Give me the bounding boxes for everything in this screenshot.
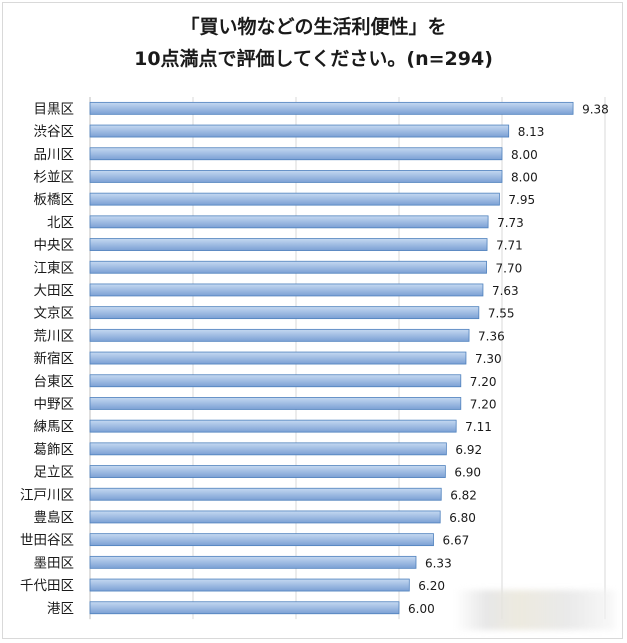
category-label: 世田谷区 [20,533,74,549]
bar [89,101,574,115]
value-label: 6.67 [443,534,470,548]
category-label: 板橋区 [34,192,75,208]
category-label: 江戸川区 [20,487,74,503]
value-label: 6.82 [450,488,477,502]
bar [89,397,462,410]
category-label: 品川区 [34,147,75,163]
category-label: 練馬区 [34,419,75,435]
value-label: 6.00 [408,602,435,616]
bar [89,601,400,615]
category-label: 中央区 [34,238,75,254]
value-label: 6.92 [455,443,482,457]
category-label: 葛飾区 [34,442,75,458]
bar [89,283,484,297]
value-label: 7.95 [508,193,535,207]
value-label: 8.00 [511,170,538,184]
category-labels: 目黒区渋谷区品川区杉並区板橋区北区中央区江東区大田区文京区荒川区新宿区台東区中野… [20,101,74,616]
bar [89,510,441,524]
value-label: 6.33 [425,556,452,570]
bars [89,101,574,615]
category-label: 墨田区 [34,555,75,571]
bar [89,147,503,161]
value-label: 6.20 [418,579,445,593]
value-label: 8.00 [511,148,538,162]
category-label: 大田区 [34,283,75,299]
value-label: 6.80 [449,511,476,525]
blurred-watermark [455,590,615,630]
bar [89,351,467,365]
value-label: 7.20 [470,397,497,411]
bar [89,192,500,206]
bar [89,306,480,320]
bar [89,419,457,433]
category-label: 台東区 [34,374,75,390]
category-label: 北区 [47,215,74,231]
bar [89,124,510,138]
bar [89,533,434,547]
bar [89,374,462,388]
value-label: 7.36 [478,329,505,343]
value-label: 7.70 [496,261,523,275]
value-label: 7.30 [475,352,502,366]
category-label: 港区 [47,601,74,617]
value-label: 7.71 [496,239,523,253]
bar [89,465,446,478]
bar [89,238,488,251]
category-label: 足立区 [34,465,75,481]
category-label: 杉並区 [34,169,75,185]
bar [89,215,489,229]
category-label: 目黒区 [34,101,75,117]
value-label: 7.20 [470,375,497,389]
category-label: 荒川区 [34,328,75,344]
bar [89,260,487,274]
bar [89,578,410,592]
category-label: 渋谷区 [34,124,75,140]
value-label: 7.55 [488,307,515,321]
bar [89,487,442,501]
value-labels: 9.38 8.13 8.00 8.00 7.95 7.73 7.71 7.70 7.63 7.55… [408,102,609,615]
category-label: 豊島区 [34,510,75,526]
value-label: 8.13 [518,125,545,139]
bar [89,555,417,569]
category-label: 中野区 [34,396,75,412]
value-label: 6.90 [454,466,481,480]
category-label: 江東区 [34,260,75,276]
value-label: 7.63 [492,284,519,298]
value-label: 7.11 [465,420,492,434]
category-label: 千代田区 [20,578,74,594]
category-label: 新宿区 [34,350,75,367]
value-label: 7.73 [497,216,524,230]
chart-title-line-2: 10点満点で評価してください。(n=294) [134,48,493,70]
value-label: 9.38 [582,102,609,116]
category-label: 文京区 [34,306,75,322]
chart-title-line-1: 「買い物などの生活利便性」を [180,16,447,38]
bar [89,170,503,183]
bar [89,328,470,342]
bar [89,442,447,456]
